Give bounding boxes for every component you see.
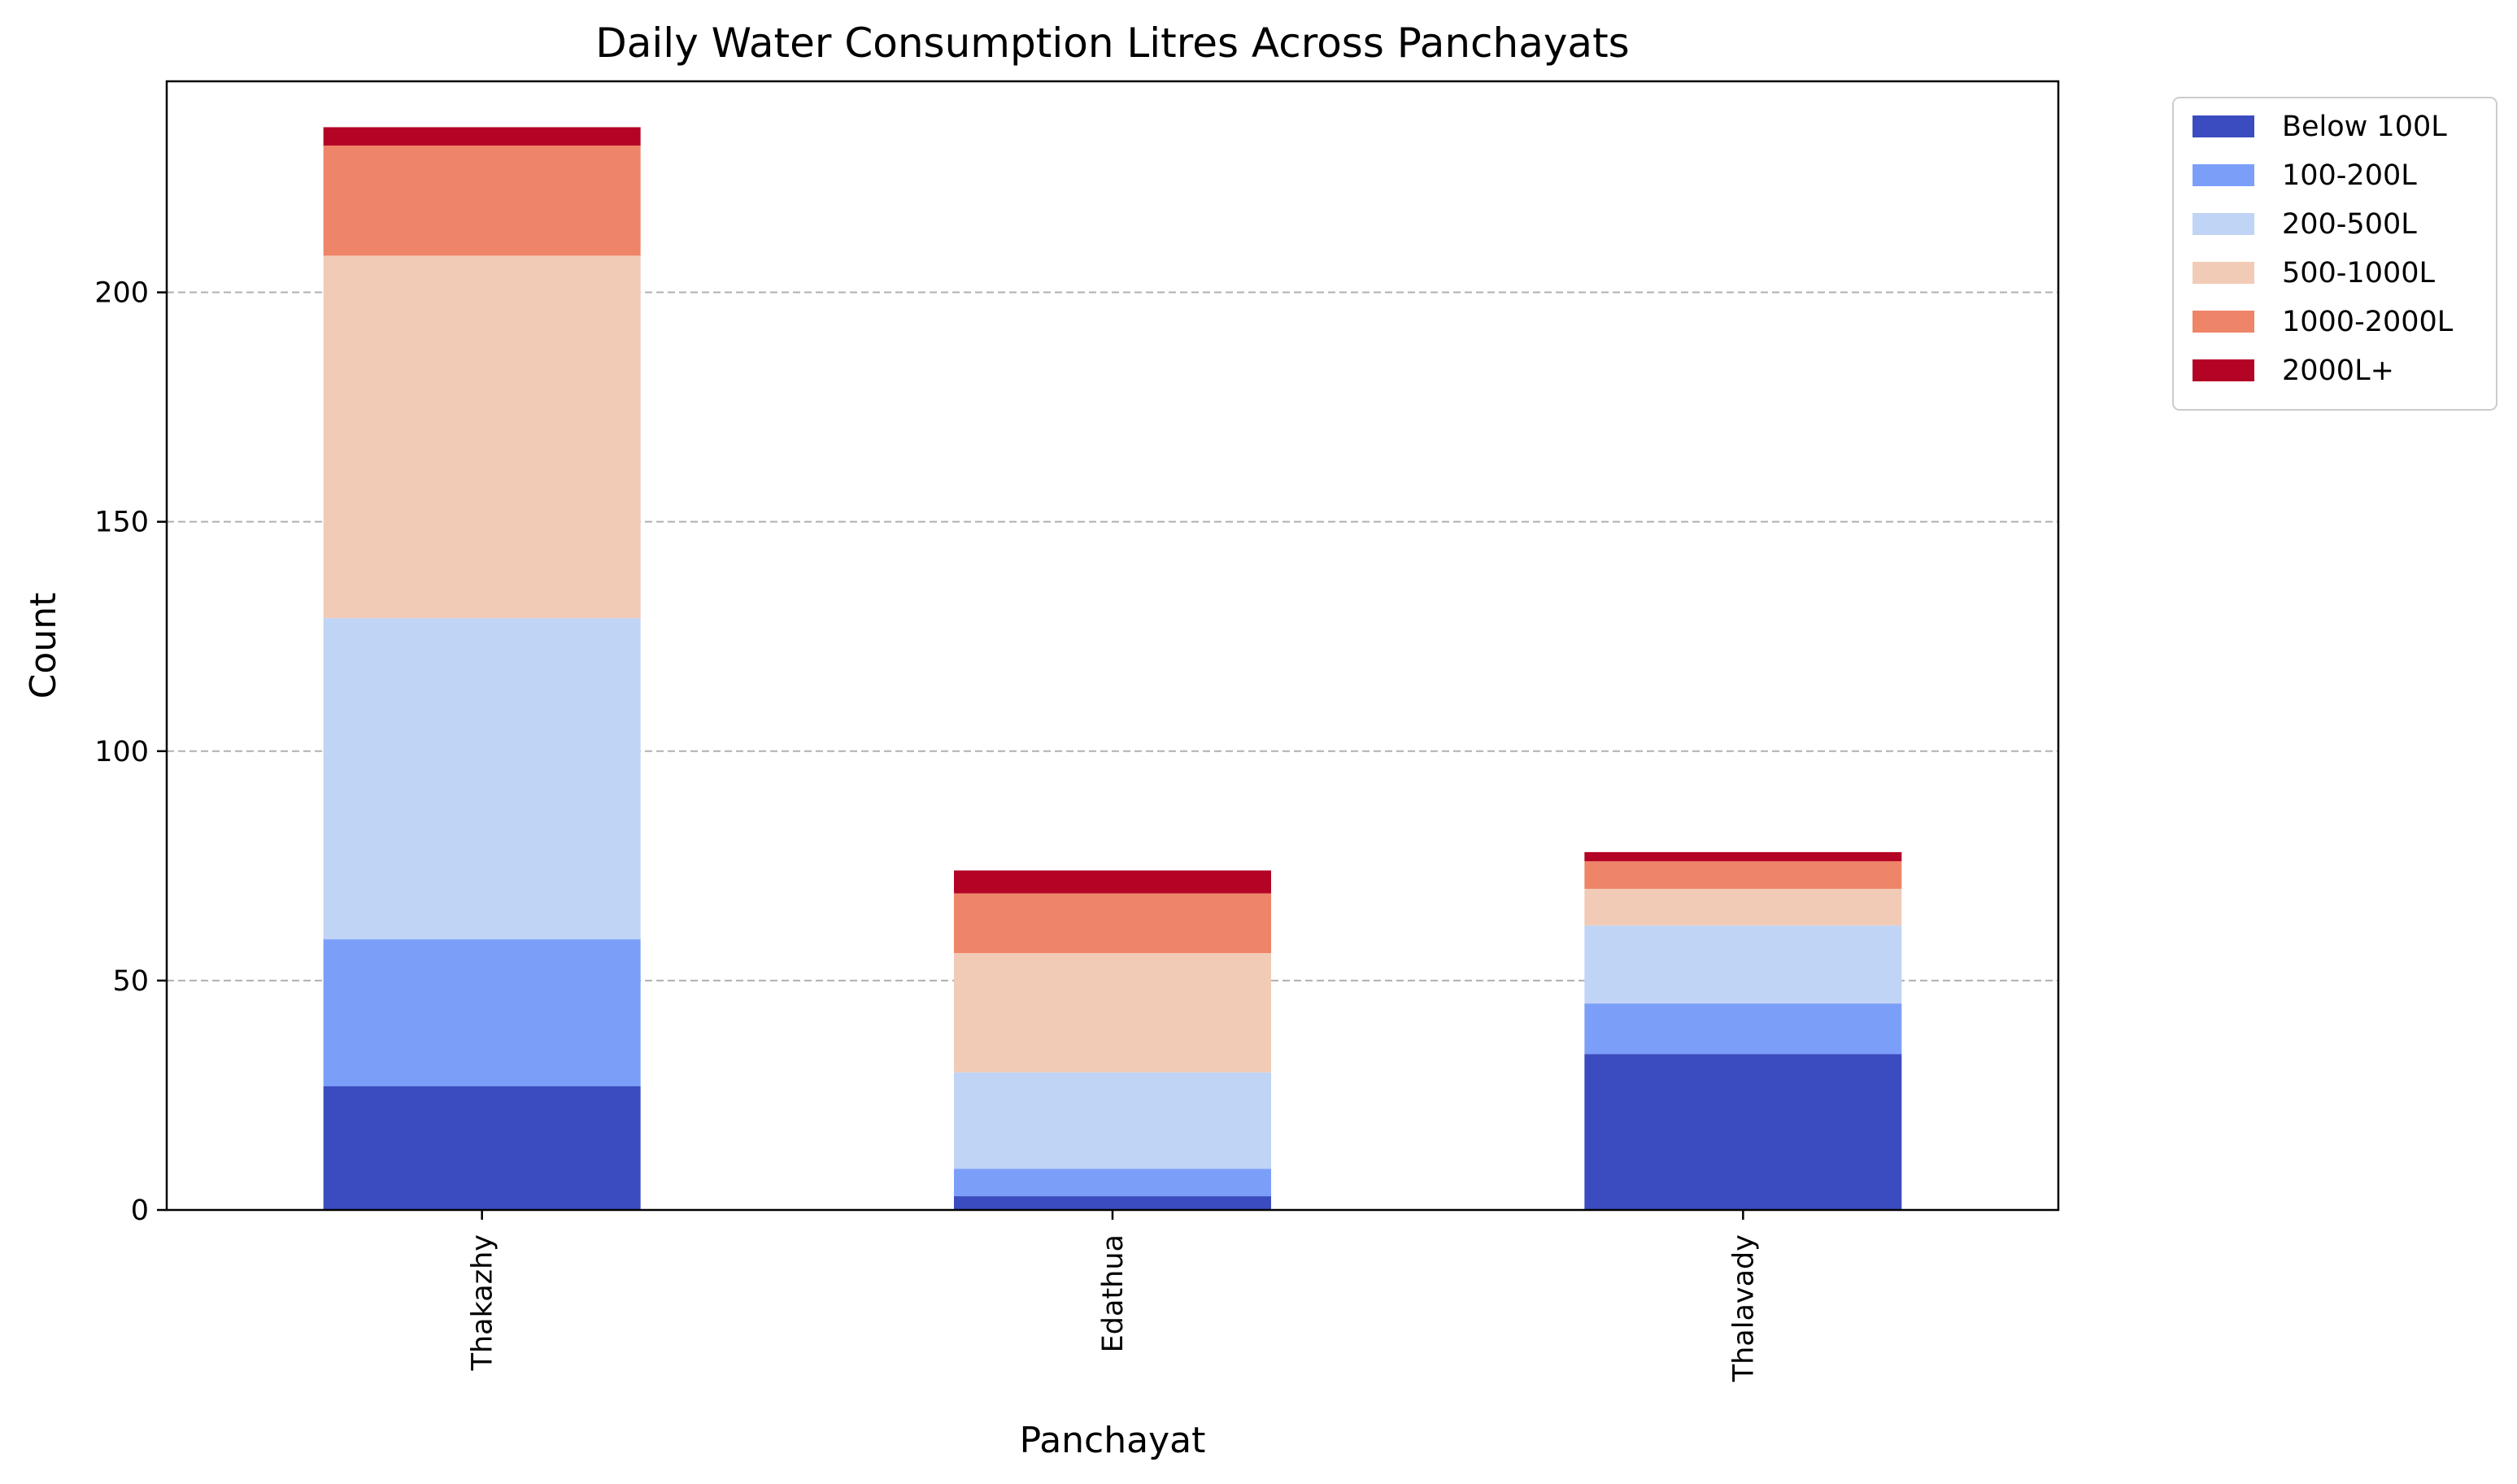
legend-swatch [2193,262,2254,284]
bar-segment [954,1196,1271,1210]
y-axis-label: Count [23,593,64,699]
y-tick-label: 150 [94,507,149,539]
legend-label: 100-200L [2282,159,2417,192]
bar-segment [323,255,641,619]
y-tick-label: 100 [94,736,149,768]
bar-segment [323,1086,641,1210]
bars [323,127,1902,1210]
legend-label: 2000L+ [2282,355,2394,387]
legend-swatch [2193,213,2254,235]
legend: Below 100L 100-200L 200-500L 500-1000L 1000-… [2172,97,2497,411]
legend-label: Below 100L [2282,111,2447,143]
bar-segment [954,1072,1271,1169]
x-axis-label: Panchayat [1020,1420,1206,1461]
y-tick-label: 200 [94,277,149,310]
legend-label: 500-1000L [2282,257,2436,289]
chart-title: Daily Water Consumption Litres Across Pa… [595,20,1629,67]
bar-segment [1584,851,1902,862]
bar-segment [323,145,641,256]
bar-segment [954,870,1271,894]
bar-segment [1584,925,1902,1004]
bar-segment [323,127,641,146]
bar-segment [1584,1003,1902,1055]
bar-segment [1584,889,1902,926]
x-tick-label: Thalavady [1727,1234,1760,1382]
y-tick-label: 0 [131,1195,149,1227]
bar-segment [323,939,641,1086]
legend-label: 200-500L [2282,208,2417,241]
x-axis-ticks: Thakazhy Edathua Thalavady [467,1210,1760,1382]
legend-swatch [2193,311,2254,333]
x-tick-label: Edathua [1097,1234,1130,1352]
x-tick-label: Thakazhy [467,1234,499,1371]
bar-segment [954,953,1271,1073]
legend-label: 1000-2000L [2282,306,2454,338]
legend-swatch [2193,115,2254,137]
y-axis-ticks: 0 50 100 150 200 [94,277,167,1227]
y-tick-label: 50 [112,965,149,998]
legend-swatch [2193,164,2254,186]
bar-segment [323,618,641,940]
legend-swatch [2193,359,2254,381]
bar-segment [1584,861,1902,890]
bar-segment [1584,1054,1902,1210]
bar-segment [954,1168,1271,1197]
bar-segment [954,893,1271,954]
